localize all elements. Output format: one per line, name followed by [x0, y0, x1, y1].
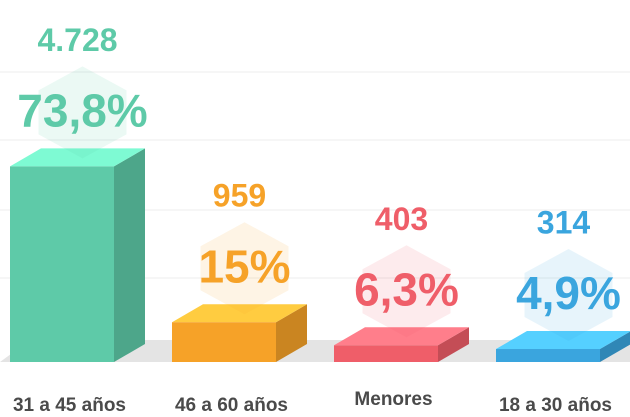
bar: [334, 345, 438, 362]
percent-label: 6,3%: [354, 263, 459, 315]
label-badge: [362, 245, 451, 338]
x-tick-label: Menores: [354, 389, 432, 410]
label-badge: [38, 66, 127, 159]
percent-label: 4,9%: [516, 267, 621, 319]
bar-side: [600, 331, 630, 362]
bar: [496, 349, 600, 362]
percent-label: 15%: [198, 240, 290, 292]
x-tick-label: 46 a 60 años: [175, 395, 288, 416]
label-badge: [200, 222, 289, 315]
floor: [0, 340, 630, 362]
bar-side: [438, 327, 469, 362]
count-label: 403: [375, 201, 428, 237]
count-label: 314: [537, 204, 591, 240]
bar-top: [10, 148, 145, 167]
percent-label: 73,8%: [17, 85, 147, 137]
bar-top: [172, 304, 307, 323]
bar-side: [114, 148, 145, 362]
x-tick-label: 31 a 45 años: [13, 395, 126, 416]
count-label: 4.728: [37, 22, 117, 58]
bar: [10, 166, 114, 362]
x-tick-label: 18 a 30 años: [499, 395, 612, 416]
bar-top: [334, 327, 469, 346]
bar: [172, 322, 276, 362]
bar-top: [496, 331, 630, 350]
count-label: 959: [213, 178, 266, 214]
bar-side: [276, 304, 307, 362]
label-badge: [524, 249, 613, 342]
